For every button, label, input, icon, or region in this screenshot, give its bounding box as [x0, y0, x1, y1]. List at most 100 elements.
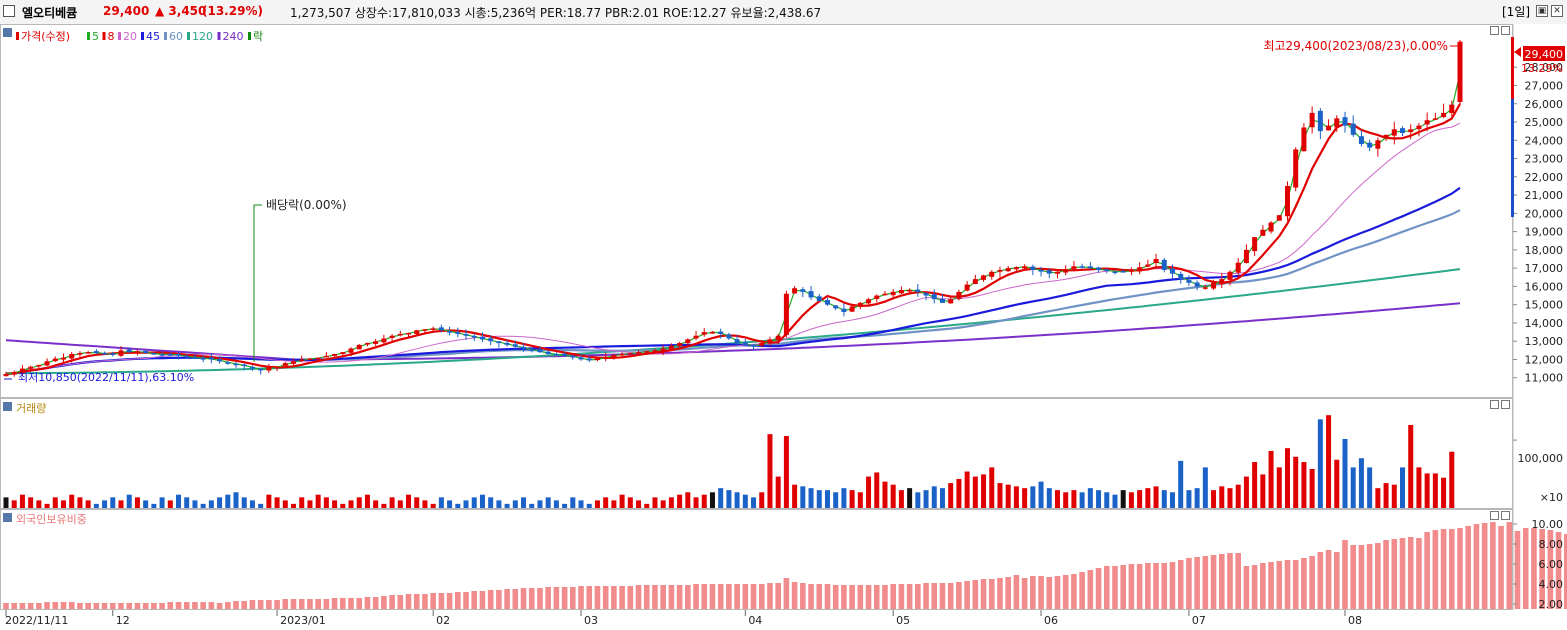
- volume-bar-4: [36, 500, 42, 508]
- foreign-bar-79: [652, 585, 658, 609]
- close-icon[interactable]: ✕: [1551, 5, 1563, 17]
- foreign-bar-32: [266, 600, 272, 609]
- stock-chart[interactable]: 가격(수정) 5 8 20 45 60 120 240 락 11,000 12,000 13,000…: [0, 24, 1567, 630]
- volume-bar-127: [1046, 488, 1052, 508]
- candle-body-76: [627, 353, 633, 355]
- candle-body-122: [1005, 268, 1011, 272]
- candle-body-103: [849, 306, 855, 312]
- foreign-bar-93: [767, 583, 773, 609]
- volume-bar-160: [1317, 419, 1323, 508]
- volume-bar-110: [907, 488, 913, 508]
- candle-body-124: [1022, 266, 1028, 269]
- candle-body-137: [1128, 269, 1134, 272]
- x-tick-label-9: 08: [1348, 614, 1362, 627]
- foreign-bar-129: [1062, 575, 1069, 609]
- foreign-y-axis: 2.00 4.00 6.00 8.00 10.00: [1513, 518, 1563, 611]
- candle-body-129: [1063, 269, 1069, 273]
- candlesticks: [3, 40, 1463, 377]
- foreign-bar-49: [405, 594, 412, 609]
- period-selector[interactable]: [1일]: [1502, 5, 1531, 19]
- foreign-bar-172: [1416, 538, 1422, 609]
- candle-body-165: [1358, 136, 1364, 144]
- volume-bar-29: [241, 497, 247, 508]
- x-tick-label-6: 05: [896, 614, 910, 627]
- foreign-bar-148: [1218, 554, 1225, 609]
- foreign-bar-19: [159, 603, 165, 609]
- candle-body-169: [1391, 129, 1397, 136]
- foreign-bar-40: [331, 598, 338, 609]
- volume-bar-46: [381, 503, 387, 508]
- foreign-bar-60: [496, 590, 502, 609]
- volume-bar-50: [414, 497, 420, 508]
- volume-bar-114: [939, 488, 945, 508]
- legend-swatch-7: [217, 32, 221, 40]
- candle-body-86: [709, 332, 715, 334]
- foreign-bar-144: [1186, 558, 1192, 609]
- price-tick-label-17: 28,000: [1525, 61, 1564, 74]
- volume-bar-173: [1424, 473, 1430, 508]
- foreign-bar-88: [726, 584, 732, 609]
- volume-bar-122: [1005, 484, 1011, 508]
- candle-body-175: [1441, 112, 1447, 118]
- foreign-bar-104: [857, 585, 864, 609]
- candle-body-33: [274, 366, 280, 369]
- restore-icon[interactable]: ▣: [1536, 5, 1548, 17]
- candle-body-97: [800, 289, 806, 292]
- legend-swatch-3: [118, 32, 121, 40]
- volume-bar-107: [882, 481, 888, 508]
- candle-body-8: [69, 353, 75, 359]
- candle-body-47: [389, 335, 395, 338]
- dividend-marker: 배당락(0.00%): [253, 198, 347, 362]
- volume-bar-137: [1128, 492, 1134, 508]
- stock-stats: 1,273,507 상장수:17,810,033 시총:5,236억 PER:1…: [290, 6, 822, 20]
- volume-bar-167: [1375, 488, 1381, 508]
- price-tick-label-15: 26,000: [1525, 98, 1564, 111]
- foreign-legend: 외국인보유비중: [16, 513, 87, 526]
- foreign-bar-128: [1054, 576, 1061, 609]
- price-tick-label-1: 12,000: [1525, 353, 1564, 366]
- candle-body-10: [85, 352, 91, 354]
- dividend-annotation: 배당락(0.00%): [266, 198, 347, 212]
- foreign-bar-86: [709, 584, 716, 609]
- volume-bar-139: [1145, 488, 1151, 508]
- volume-bar-101: [833, 492, 839, 508]
- foreign-bar-80: [660, 585, 666, 609]
- volume-tick-label: 100,000: [1518, 452, 1564, 465]
- candle-body-46: [381, 338, 387, 343]
- foreign-bar-97: [800, 583, 806, 609]
- volume-bar-26: [217, 497, 223, 508]
- foreign-bar-189: [1555, 532, 1562, 609]
- price-tick-label-12: 23,000: [1525, 153, 1564, 166]
- panel-window-buttons[interactable]: [1490, 26, 1510, 520]
- volume-bar-12: [102, 500, 108, 508]
- candle-body-132: [1087, 266, 1093, 269]
- volume-bar-140: [1153, 486, 1159, 508]
- volume-bar-126: [1038, 481, 1044, 508]
- select-checkbox[interactable]: [3, 5, 15, 17]
- x-tick-label-0: 2022/11/11: [5, 614, 68, 627]
- volume-bar-15: [126, 494, 132, 508]
- volume-bar-149: [1227, 488, 1233, 508]
- volume-bar-168: [1383, 483, 1389, 508]
- foreign-bar-167: [1375, 543, 1381, 609]
- foreign-bar-120: [988, 579, 995, 609]
- candle-body-161: [1326, 125, 1332, 131]
- candle-body-64: [529, 349, 535, 352]
- volume-bar-103: [849, 490, 855, 508]
- foreign-bar-26: [216, 603, 223, 609]
- volume-bar-171: [1408, 424, 1414, 508]
- foreign-bar-25: [208, 602, 215, 609]
- candle-body-81: [668, 345, 674, 350]
- foreign-bar-183: [1506, 522, 1513, 609]
- volume-bar-66: [545, 497, 551, 508]
- foreign-bar-133: [1095, 568, 1102, 609]
- volume-bar-87: [718, 488, 724, 508]
- foreign-bar-51: [422, 594, 428, 609]
- volume-bar-113: [931, 486, 937, 508]
- volume-legend: 거래량: [16, 402, 46, 415]
- panel-toggle-icon[interactable]: [3, 28, 12, 522]
- candle-body-31: [258, 368, 264, 371]
- foreign-bar-23: [192, 602, 198, 609]
- candle-body-166: [1367, 142, 1373, 148]
- candle-body-167: [1375, 140, 1381, 149]
